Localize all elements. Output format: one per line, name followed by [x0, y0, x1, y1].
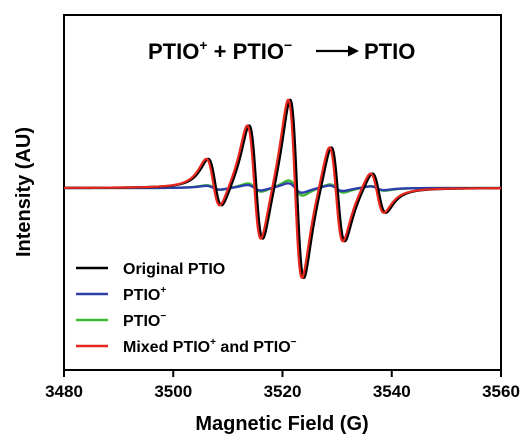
x-tick-label: 3520 — [264, 382, 302, 401]
legend-label-mixed: Mixed PTIO+ and PTIO− — [123, 337, 297, 356]
title-arrow — [316, 45, 359, 57]
x-axis: 3480 3500 3520 3540 3560 — [45, 370, 520, 401]
title-plus: + — [214, 39, 227, 64]
x-tick-label: 3540 — [373, 382, 411, 401]
title-reactant-2: PTIO — [233, 39, 284, 64]
x-tick-label: 3480 — [45, 382, 83, 401]
title-product: PTIO — [364, 39, 415, 64]
legend: Original PTIO PTIO+ PTIO− Mixed PTIO+ an… — [76, 261, 297, 356]
chart-title: PTIO+ + PTIO− — [148, 37, 292, 64]
title-reactant-1: PTIO — [148, 39, 199, 64]
legend-label-original: Original PTIO — [123, 261, 225, 278]
spectra-curves — [63, 98, 502, 280]
title-reactant-1-charge: + — [199, 37, 207, 53]
x-axis-label: Magnetic Field (G) — [195, 413, 368, 435]
title-reactant-2-charge: − — [284, 37, 292, 53]
legend-label-ptio-minus: PTIO− — [123, 311, 166, 330]
series-line-3 — [63, 98, 502, 279]
legend-label-ptio-plus: PTIO+ — [123, 285, 166, 304]
y-axis-label: Intensity (AU) — [13, 127, 35, 257]
x-tick-label: 3560 — [482, 382, 520, 401]
x-tick-label: 3500 — [154, 382, 192, 401]
